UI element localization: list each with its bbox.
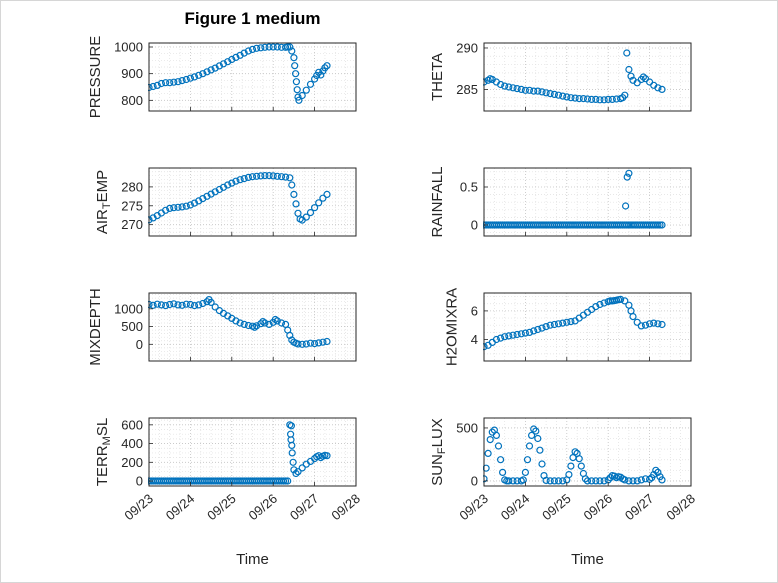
xtick-label: 09/25: [539, 491, 574, 523]
xtick-label: 09/28: [328, 491, 363, 523]
xlabel-time-left: Time: [236, 551, 269, 568]
ylabel-pressure: PRESSURE: [87, 36, 104, 119]
ytick-label: 275: [121, 198, 143, 213]
xtick-label: 09/27: [622, 491, 657, 523]
ylabel-sun-flux: SUNFLUX: [429, 418, 448, 486]
ytick-label: 290: [456, 40, 478, 55]
ylabel-rainfall: RAINFALL: [429, 167, 446, 238]
xtick-label: 09/28: [663, 491, 698, 523]
ylabel-terr-msl: TERRMSL: [94, 418, 113, 486]
ytick-label: 600: [121, 417, 143, 432]
subplot-rainfall: 0 0.5 RAINFALL: [429, 167, 692, 238]
ytick-label: 6: [471, 303, 478, 318]
subplot-mixdepth: 0 500 1000 MIXDEPTH: [87, 288, 357, 366]
xlabel-time-right: Time: [571, 551, 604, 568]
ytick-label: 0: [136, 474, 143, 489]
series-terr-msl: [148, 421, 331, 485]
xtick-label: 09/24: [163, 491, 198, 523]
series-pressure: [148, 43, 331, 104]
subplot-pressure: 800 900 1000 PRESSURE: [87, 36, 357, 119]
ylabel-air-temp: AIRTEMP: [94, 170, 113, 234]
ytick-label: 280: [121, 179, 143, 194]
ytick-label: 500: [121, 319, 143, 334]
ytick-label: 270: [121, 217, 143, 232]
ytick-label: 0.5: [460, 179, 478, 194]
series-air-temp: [148, 172, 331, 224]
xtick-label: 09/25: [204, 491, 239, 523]
ylabel-mixdepth: MIXDEPTH: [87, 288, 104, 366]
ytick-label: 400: [121, 436, 143, 451]
ytick-label: 0: [471, 217, 478, 232]
ytick-label: 0: [136, 337, 143, 352]
series-h2omixra: [483, 295, 666, 351]
ytick-label: 800: [121, 93, 143, 108]
ytick-label: 200: [121, 455, 143, 470]
ytick-label: 500: [456, 420, 478, 435]
subplot-air-temp: 270 275 280 AIRTEMP: [94, 167, 357, 237]
ylabel-theta: THETA: [429, 53, 446, 101]
xtick-label: 09/27: [287, 491, 322, 523]
series-rainfall: [483, 169, 666, 229]
ytick-label: 900: [121, 66, 143, 81]
ytick-label: 4: [471, 332, 478, 347]
xtick-label: 09/26: [581, 491, 616, 523]
ylabel-h2omixra: H2OMIXRA: [444, 288, 461, 366]
subplot-theta: 285 290 THETA: [429, 40, 692, 112]
ytick-label: 1000: [114, 301, 143, 316]
ytick-label: 285: [456, 82, 478, 97]
subplot-terr-msl: 09/23 09/24 09/25 09/26 09/27 09/28 0 200 400 600…: [94, 417, 363, 523]
ytick-label: 0: [471, 473, 478, 488]
ytick-label: 1000: [114, 40, 143, 55]
xtick-label: 09/23: [121, 491, 156, 523]
xtick-label: 09/24: [498, 491, 533, 523]
series-mixdepth: [148, 296, 331, 348]
xtick-label: 09/26: [246, 491, 281, 523]
subplot-h2omixra: 4 6 H2OMIXRA: [444, 288, 692, 366]
subplot-sun-flux: 09/23 09/24 09/25 09/26 09/27 09/28 0 500 SUNFLU…: [429, 417, 698, 523]
xtick-label: 09/23: [456, 491, 491, 523]
figure-title: Figure 1 medium: [184, 9, 321, 28]
